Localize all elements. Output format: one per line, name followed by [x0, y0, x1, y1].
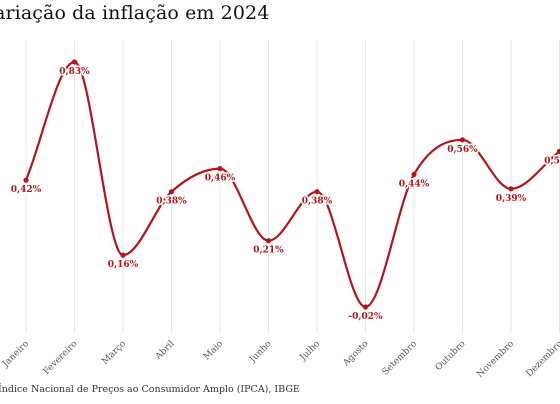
x-tick-label: Março	[100, 339, 128, 367]
data-point	[508, 186, 514, 192]
source-note: Índice Nacional de Preços ao Consumidor …	[0, 384, 300, 395]
data-label: 0,83%	[59, 67, 90, 77]
data-point	[23, 177, 29, 183]
data-point	[362, 304, 369, 310]
data-point	[265, 238, 272, 244]
data-point	[120, 252, 126, 258]
data-points	[23, 59, 560, 310]
grid-lines	[25, 40, 560, 333]
x-tick-label: Julho	[298, 339, 322, 363]
series-line	[24, 60, 560, 309]
x-tick-label: Dezembro	[525, 339, 560, 379]
data-point	[71, 59, 78, 65]
chart-title: Variação da inflação em 2024	[0, 2, 270, 24]
data-label: 0,52%	[544, 156, 560, 166]
data-point	[168, 189, 175, 195]
x-tick-label: Outubro	[434, 339, 468, 373]
x-tick-label: Junho	[247, 339, 273, 365]
data-label: 0,39%	[496, 194, 527, 204]
x-tick-label: Maio	[202, 339, 225, 362]
data-label: 0,56%	[447, 145, 478, 155]
data-label: -0,02%	[348, 312, 383, 322]
data-label: 0,21%	[253, 246, 284, 256]
data-point	[411, 171, 417, 178]
x-tick-label: Abril	[153, 339, 177, 363]
x-tick-label: Janeiro	[0, 339, 31, 370]
data-label: 0,16%	[108, 260, 139, 270]
data-label: 0,38%	[302, 197, 333, 207]
data-label: 0,42%	[11, 185, 42, 195]
x-axis-tick-labels: Janeiro Fevereiro Março Abril Maio Junho Julho…	[0, 339, 560, 380]
series-line-group	[24, 60, 560, 309]
data-point	[459, 137, 466, 143]
data-point	[217, 166, 223, 172]
data-label: 0,44%	[399, 179, 430, 189]
data-point	[556, 148, 560, 154]
x-tick-label: Setembro	[381, 339, 420, 378]
data-labels: 0,42% 0,83% 0,16% 0,38% 0,46% 0,21% 0,38% -0,02…	[9, 66, 560, 324]
x-tick-label: Novembro	[475, 339, 516, 380]
data-point	[314, 189, 320, 195]
data-label: 0,38%	[156, 197, 187, 207]
x-tick-label: Fevereiro	[42, 339, 80, 377]
data-label: 0,46%	[205, 174, 236, 184]
x-tick-label: Agosto	[341, 339, 371, 369]
